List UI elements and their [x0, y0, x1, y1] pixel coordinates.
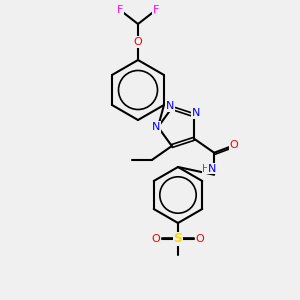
- Text: N: N: [192, 108, 200, 118]
- Text: N: N: [166, 101, 174, 111]
- Text: O: O: [152, 234, 160, 244]
- Text: N: N: [152, 122, 160, 132]
- Text: F: F: [117, 5, 123, 15]
- Text: S: S: [173, 232, 182, 245]
- Text: O: O: [196, 234, 204, 244]
- Text: F: F: [153, 5, 159, 15]
- Text: O: O: [230, 140, 239, 150]
- Text: O: O: [134, 37, 142, 47]
- Text: H: H: [202, 164, 210, 174]
- Text: N: N: [208, 164, 216, 174]
